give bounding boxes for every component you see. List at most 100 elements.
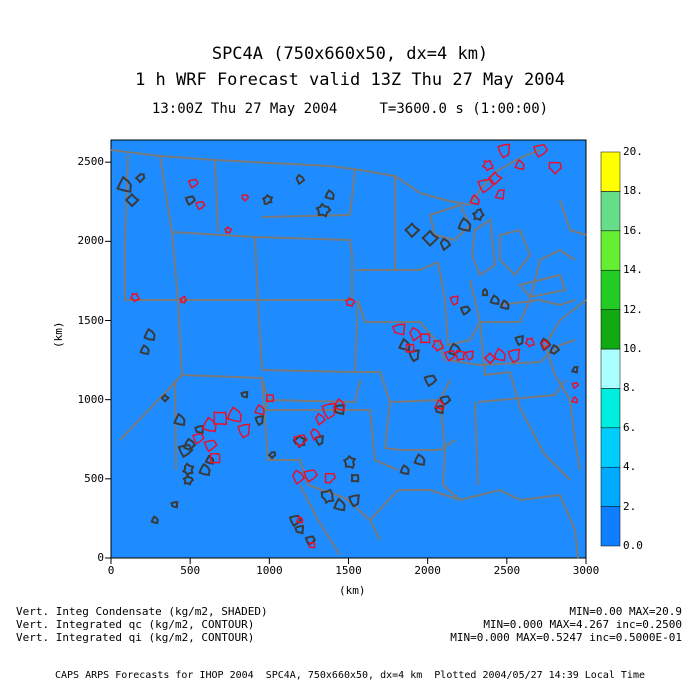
qi-contour [571,395,579,404]
qc-contour [124,192,140,208]
qc-contour [134,173,146,184]
qc-contour [324,189,335,201]
qi-contour [483,351,497,365]
qc-contour [413,453,426,466]
qc-contour [348,494,360,508]
qi-contour [548,161,563,176]
qc-contour [160,393,171,403]
qc-contour [408,349,420,363]
qi-contour [497,143,511,159]
qc-contour [499,299,510,310]
qi-contour [392,323,406,336]
qc-contour [314,435,325,447]
colorbar-segment [600,269,621,310]
qi-contour [419,332,431,344]
qc-contour [397,337,411,352]
qi-contours [129,143,580,549]
qi-contour [314,412,327,426]
qc-contour [198,462,211,477]
colorbar-segment [600,466,621,507]
qc-contour [294,525,305,535]
y-tick-label: 500 [84,471,104,485]
qi-contour [226,406,242,423]
colorbar-label: 6. [623,420,637,434]
qc-contour [288,514,303,527]
qc-contour [181,462,195,477]
qi-contour [444,349,457,362]
legend-condensate: Vert. Integ Condensate (kg/m2, SHADED) [16,605,268,618]
footer-credit: CAPS ARPS Forecasts for IHOP 2004 SPC4A,… [54,670,645,681]
colorbar-label: 20. [623,145,643,158]
x-tick-label: 1000 [256,564,283,577]
title-line-1: SPC4A (750x660x50, dx=4 km) [211,44,489,64]
qi-contour [309,427,322,441]
qc-contour [439,237,452,252]
qi-contour [494,189,505,200]
qi-contour [492,347,506,362]
qc-contour [399,464,410,476]
y-tick-label: 2500 [77,155,105,169]
x-axis-label: (km) [339,584,366,597]
qc-contour [295,173,306,186]
qc-contour [254,415,265,427]
qi-contour [241,194,249,203]
qi-contour [434,398,445,411]
x-tick-label: 500 [180,564,201,577]
qc-contour [183,437,197,451]
colorbar-segment [600,230,621,271]
colorbar-segment [600,309,621,350]
qc-contour [170,501,179,509]
colorbar-label: 12. [623,302,643,316]
qi-contour [540,339,551,350]
qc-contour [439,395,452,407]
colorbar-label: 10. [623,342,643,355]
qc-contour [240,391,249,399]
qi-contour [487,171,503,186]
qi-contour [293,434,308,448]
colorbar-label: 4. [623,460,637,474]
qi-contour [532,143,549,158]
legend-qc-range: MIN=0.000 MAX=4.267 inc=0.2500 [483,618,682,631]
y-axis-label: (km) [52,321,65,349]
title-line-3: 13:00Z Thu 27 May 2004 T=3600.0 s (1:00:… [151,101,549,117]
qc-contour [350,473,360,483]
qi-contour [254,403,265,416]
y-tick-label: 2000 [77,234,105,248]
colorbar [600,151,621,547]
qi-contour [469,193,480,206]
colorbar-segment [600,348,621,389]
qi-contour [303,469,319,483]
qc-contour [177,443,194,459]
colorbar-segment [600,151,621,192]
qi-contour [295,515,304,524]
qi-contour [524,337,536,348]
qi-contour [321,402,336,420]
qi-contour [477,178,495,194]
qi-contour [431,339,445,352]
qc-contour [549,343,561,355]
map-plot-area [110,139,587,559]
colorbar-label: 16. [623,223,643,237]
legend-qi-range: MIN=0.000 MAX=0.5247 inc=0.5000E-01 [450,631,682,644]
qc-contour [471,207,485,222]
x-tick-label: 2000 [414,564,441,577]
qc-contour [434,405,445,415]
legend-qi: Vert. Integrated qi (kg/m2, CONTOUR) [16,631,255,644]
qi-contour [209,453,221,464]
title-line-2: 1 h WRF Forecast valid 13Z Thu 27 May 20… [135,70,565,90]
qc-contour [489,294,500,306]
colorbar-label: 8. [623,381,637,395]
qi-contour [571,381,580,390]
qi-contour [213,411,228,426]
qc-contour [332,497,346,512]
qi-contour [333,397,346,412]
qc-contour [315,202,332,218]
qi-contour [481,159,494,172]
axis-ticks [105,161,587,564]
qc-contour [116,175,132,193]
qc-contour [261,193,274,205]
qi-contour [266,394,275,403]
legend-qc: Vert. Integrated qc (kg/m2, CONTOUR) [16,618,255,631]
qi-contour [237,423,251,439]
